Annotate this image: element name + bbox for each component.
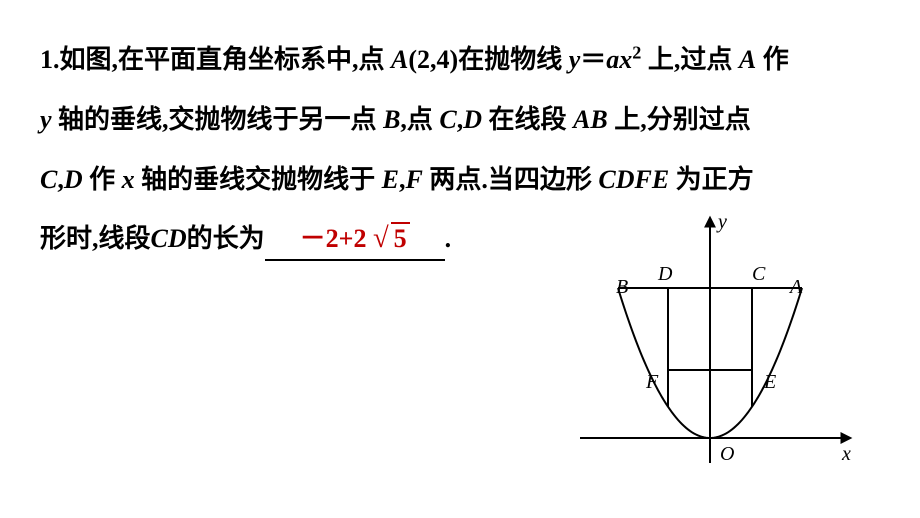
parabola-diagram: Ox y A B C D E F [560,208,860,488]
text-segment: 两点.当四边形 [423,165,599,194]
problem-line-3: C,D 作 x 轴的垂线交抛物线于 E,F 两点.当四边形 CDFE 为正方 [40,150,880,210]
point-B: B [383,105,400,134]
text-segment: 的长为 [187,209,265,269]
svg-text:y: y [716,211,727,233]
svg-text:O: O [720,443,734,465]
period: . [445,209,452,269]
svg-text:E: E [763,371,776,393]
text-segment: 作 [83,165,122,194]
text-segment: 作 [756,45,789,74]
axis-x: x [122,165,135,194]
sqrt-radicand: 5 [391,222,410,253]
text-segment: 如图,在平面直角坐标系中,点 [60,45,392,74]
text-segment: 上,过点 [641,45,739,74]
axis-y: y [40,105,52,134]
point-F: F [406,165,423,194]
sqrt-sign: √ [373,223,389,254]
point-D: D [463,105,482,134]
problem-number: 1. [40,45,60,74]
quad-CDFE: CDFE [598,165,669,194]
problem-line-2: y 轴的垂线,交抛物线于另一点 B,点 C,D 在线段 AB 上,分别过点 [40,90,880,150]
svg-text:F: F [645,371,659,393]
eq-exponent: 2 [632,42,641,62]
answer-prefix: －2+2 [300,224,367,253]
segment-CD: CD [151,209,187,269]
svg-text:A: A [788,276,803,298]
text-segment: 在线段 [482,105,573,134]
eq-ax: ax [606,45,632,74]
text-segment: 上,分别过点 [608,105,751,134]
svg-text:C: C [752,263,766,285]
point-A: A [391,45,408,74]
sqrt-expression: √5 [373,222,410,256]
point-A-coords: (2,4) [408,45,458,74]
text-segment: 形时,线段 [40,209,151,269]
text-segment: 轴的垂线交抛物线于 [135,165,382,194]
text-segment: 在抛物线 [458,45,569,74]
answer-blank: －2+2 √5 [265,222,445,260]
point-C-2: C [40,165,57,194]
problem-line-1: 1.如图,在平面直角坐标系中,点 A(2,4)在抛物线 y＝ax2 上,过点 A… [40,30,880,90]
point-C: C [439,105,456,134]
eq-equals: ＝ [580,45,606,74]
segment-AB: AB [573,105,608,134]
text-segment: 轴的垂线,交抛物线于另一点 [52,105,384,134]
svg-text:D: D [657,263,673,285]
point-E: E [382,165,399,194]
point-D-2: D [64,165,83,194]
eq-y: y [569,45,581,74]
svg-text:x: x [841,443,851,465]
text-segment: ,点 [400,105,439,134]
point-A-2: A [739,45,756,74]
text-segment: 为正方 [669,165,754,194]
svg-text:B: B [616,276,628,298]
